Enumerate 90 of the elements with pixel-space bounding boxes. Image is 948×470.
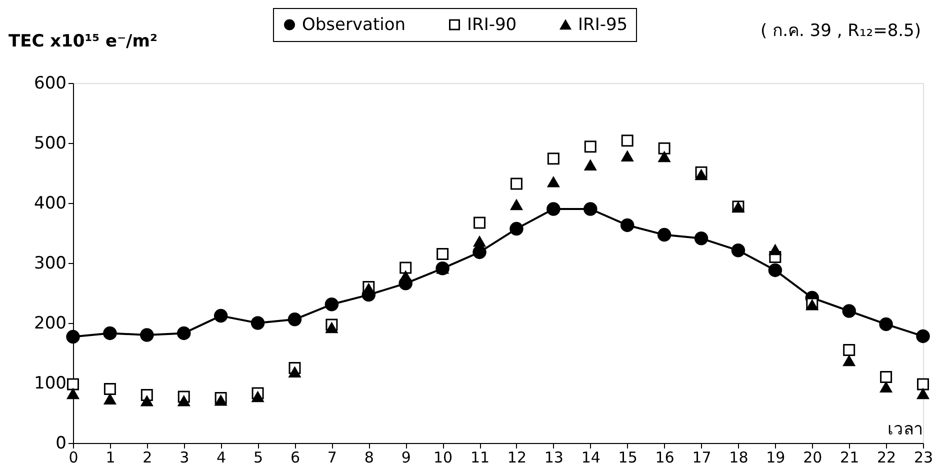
point <box>842 304 856 318</box>
point <box>917 388 929 400</box>
point <box>214 308 228 323</box>
point <box>768 263 782 278</box>
point <box>769 244 782 256</box>
x-tick-label: 2 <box>142 448 152 466</box>
point <box>546 202 560 216</box>
point <box>621 134 634 147</box>
x-tick-label: 10 <box>434 448 453 466</box>
point <box>658 152 670 162</box>
point <box>658 142 670 154</box>
y-tick-label: 0 <box>56 434 66 454</box>
point <box>584 202 598 216</box>
x-tick-label: 6 <box>290 448 300 466</box>
point <box>917 378 929 390</box>
point <box>178 396 190 406</box>
x-tick-label: 21 <box>840 448 860 466</box>
point <box>66 330 80 344</box>
point <box>252 392 264 402</box>
point <box>880 371 892 383</box>
x-tick-label: 0 <box>68 448 78 466</box>
legend-label: Observation <box>302 14 406 35</box>
x-tick-label: 19 <box>766 448 786 466</box>
text: ( ก.ค. 39 , R₁₂=8.5) <box>760 21 921 41</box>
point <box>103 326 117 340</box>
y-tick-label: 200 <box>34 314 66 334</box>
x-tick-label: 9 <box>401 448 411 466</box>
y-tick-label: 400 <box>34 194 66 214</box>
legend-label: IRI-90 <box>467 14 517 35</box>
point <box>176 326 191 340</box>
point <box>67 388 79 400</box>
point <box>547 152 560 165</box>
point <box>731 244 746 258</box>
point <box>67 378 79 390</box>
x-tick-label: 14 <box>581 448 600 466</box>
x-tick-label: 3 <box>180 448 190 466</box>
x-tick-label: 4 <box>216 448 226 466</box>
x-tick-label: 23 <box>914 448 934 466</box>
point <box>140 396 153 406</box>
point <box>474 236 486 247</box>
point <box>326 322 338 334</box>
x-tick-label: 22 <box>876 448 896 466</box>
point <box>620 218 634 232</box>
point <box>584 160 596 170</box>
x-tick-label: 15 <box>618 448 638 466</box>
point <box>547 176 560 188</box>
x-axis-title: เวลา <box>888 420 924 440</box>
point <box>214 395 227 406</box>
point <box>472 245 486 260</box>
point <box>400 262 412 274</box>
y-tick-label: 600 <box>34 74 66 94</box>
point <box>104 394 116 404</box>
x-tick-label: 12 <box>507 448 527 466</box>
x-tick-label: 13 <box>544 448 564 466</box>
point <box>584 140 596 153</box>
x-tick-label: 1 <box>106 448 116 466</box>
x-tick-label: 5 <box>254 448 264 466</box>
point <box>250 316 265 330</box>
point <box>288 366 301 378</box>
point <box>436 248 449 260</box>
legend-label: IRI-95 <box>578 14 628 35</box>
point <box>140 328 154 342</box>
point <box>104 383 116 395</box>
point <box>843 344 856 356</box>
point <box>510 222 524 236</box>
point <box>916 329 930 344</box>
point <box>474 216 486 229</box>
x-tick-label: 7 <box>327 448 337 466</box>
x-tick-label: 11 <box>470 448 490 466</box>
y-tick-label: 500 <box>34 134 66 154</box>
point <box>879 317 893 332</box>
y-tick-label: 300 <box>34 254 66 274</box>
x-tick-label: 18 <box>729 448 748 466</box>
point <box>400 270 412 282</box>
x-tick-label: 20 <box>803 448 822 466</box>
point <box>510 178 522 190</box>
x-tick-label: 8 <box>364 448 374 466</box>
point <box>694 232 708 246</box>
point <box>621 150 634 162</box>
x-tick-label: 16 <box>655 448 674 466</box>
point <box>657 228 672 242</box>
point <box>288 312 302 326</box>
point <box>510 200 522 210</box>
point <box>695 170 708 180</box>
y-tick-label: 100 <box>34 374 66 394</box>
x-tick-label: 17 <box>692 448 712 466</box>
point <box>843 356 856 366</box>
y-axis-title: TEC x10¹⁵ e⁻/m² <box>8 32 158 52</box>
point <box>324 298 339 312</box>
point <box>880 382 892 392</box>
